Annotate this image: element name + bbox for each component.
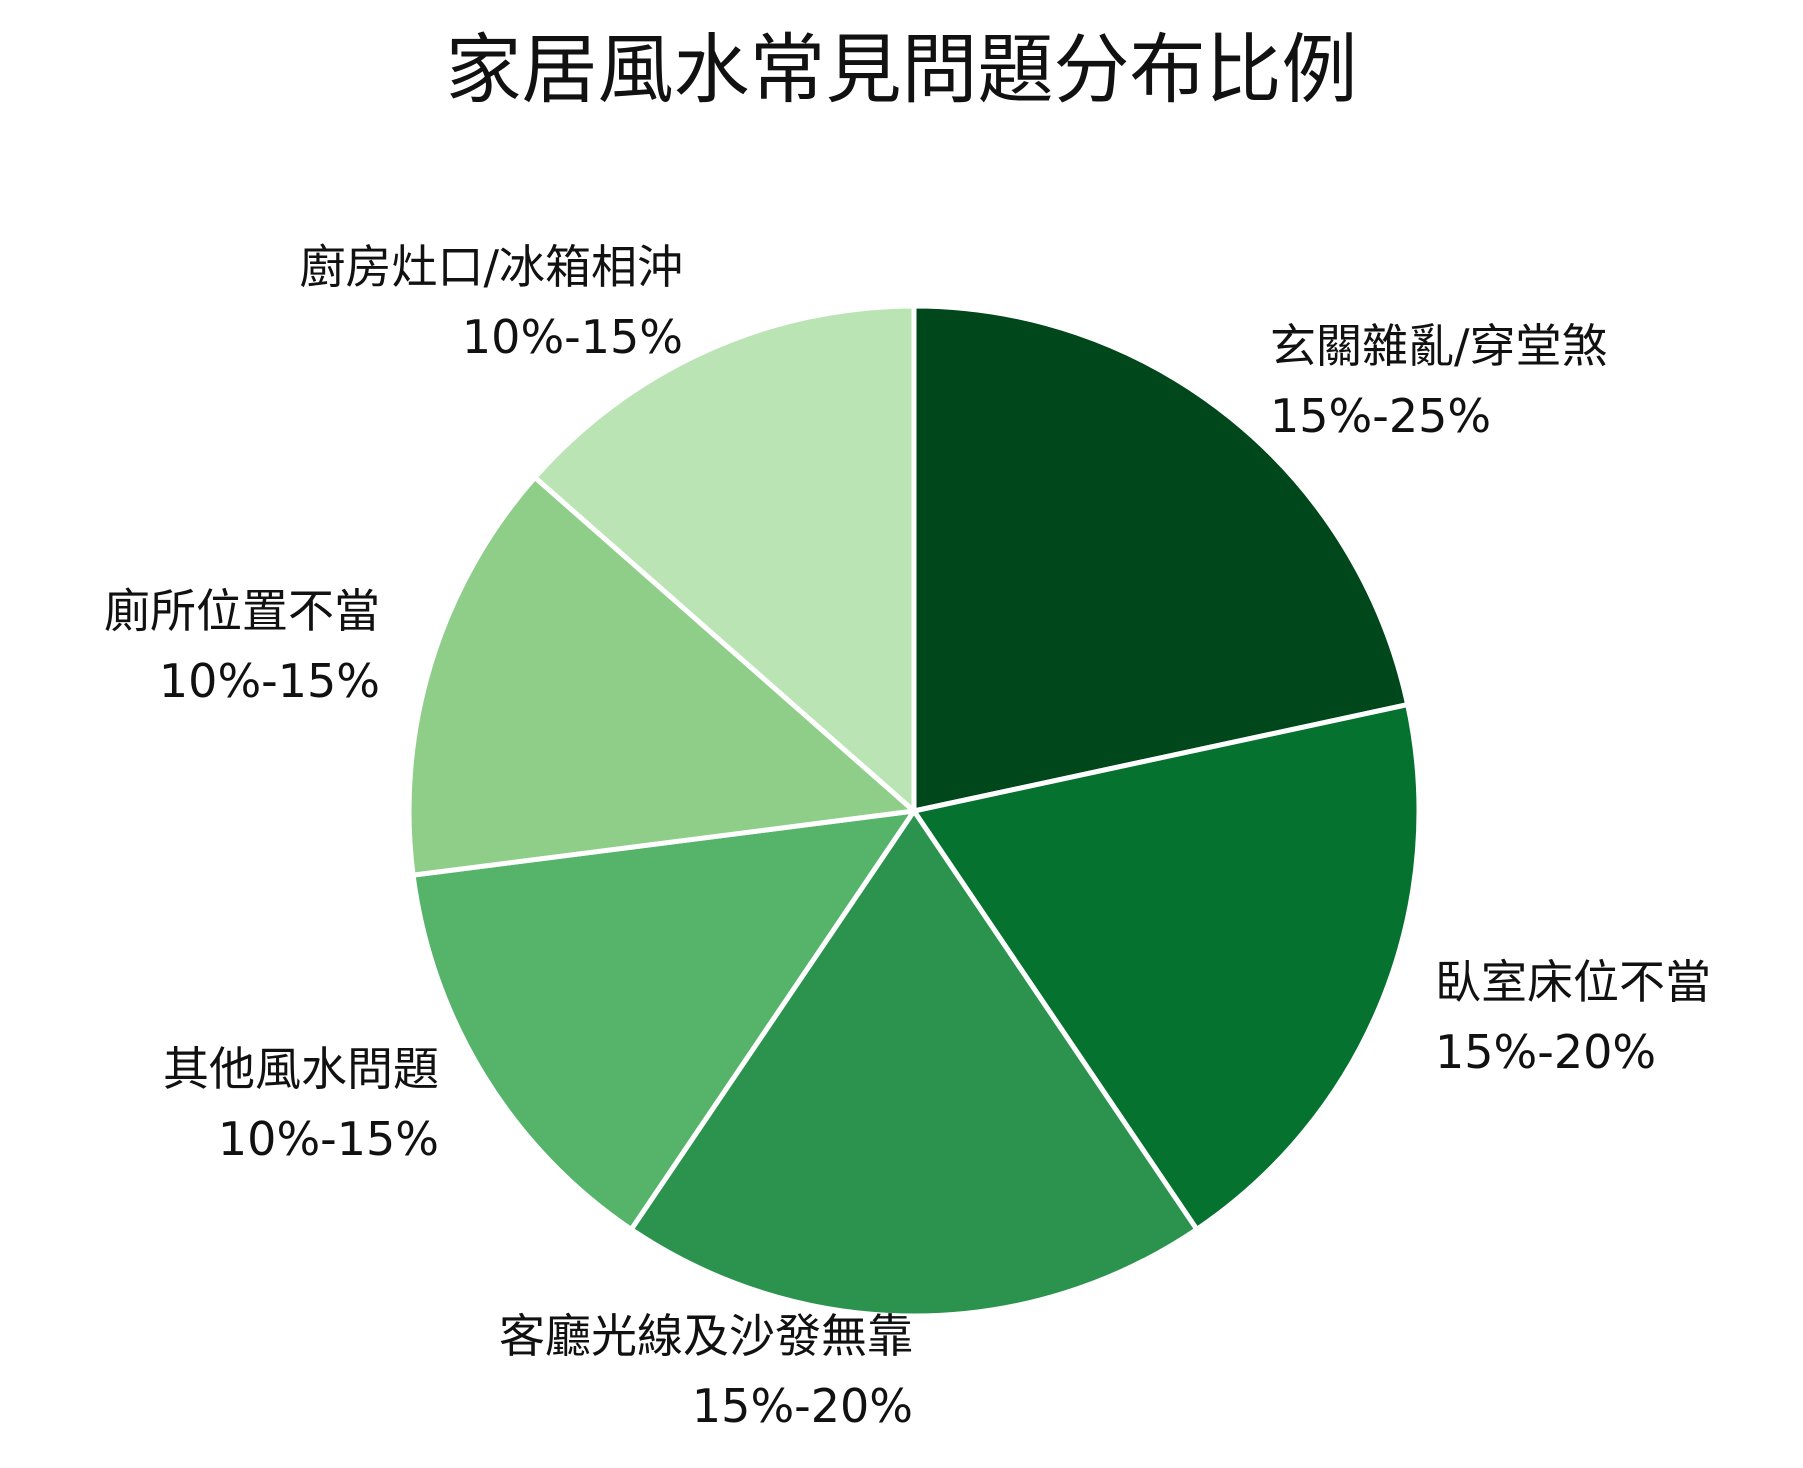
pie-slice-1	[911, 303, 1411, 814]
pie-slice-3	[628, 808, 1200, 1319]
slice-label-name-4: 其他風水問題	[163, 1042, 439, 1096]
slice-label-value-5: 10%-15%	[159, 654, 380, 708]
slice-label-name-5: 廁所位置不當	[104, 584, 380, 638]
pie-slice-4	[410, 808, 917, 1232]
pie-slice-6	[532, 303, 917, 814]
pie-slice-2	[911, 702, 1422, 1232]
slice-label-name-3: 客廳光線及沙發無靠	[499, 1309, 913, 1363]
chart-title: 家居風水常見問題分布比例	[445, 25, 1358, 114]
slice-label-value-2: 15%-20%	[1435, 1025, 1656, 1079]
pie-slices	[406, 303, 1422, 1319]
pie-labels: 玄關雜亂/穿堂煞 15%-25% 臥室床位不當 15%-20% 客廳光線及沙發無靠 15%…	[104, 240, 1711, 1433]
pie-slice-5	[406, 474, 917, 878]
slice-label-name-6: 廚房灶口/冰箱相沖	[300, 240, 684, 294]
slice-label-value-1: 15%-25%	[1270, 389, 1491, 443]
slice-label-value-4: 10%-15%	[218, 1112, 439, 1166]
slice-label-name-1: 玄關雜亂/穿堂煞	[1270, 319, 1608, 373]
slice-label-value-3: 15%-20%	[692, 1379, 913, 1433]
slice-label-name-2: 臥室床位不當	[1435, 955, 1711, 1009]
slice-label-value-6: 10%-15%	[462, 310, 683, 364]
